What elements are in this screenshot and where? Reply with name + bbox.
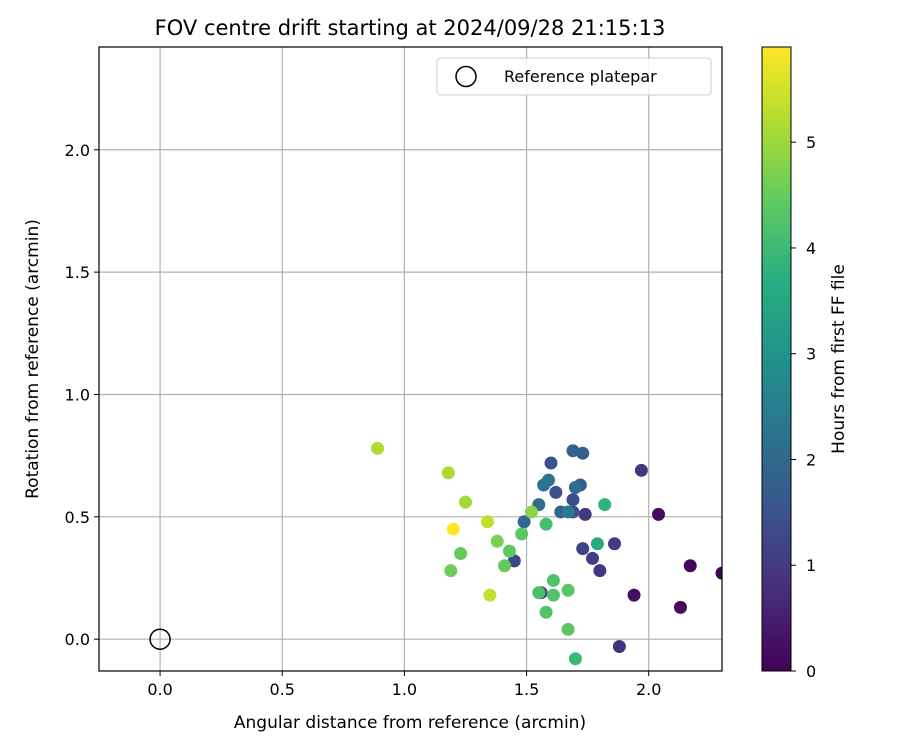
- scatter-point: [498, 559, 512, 573]
- scatter-point: [561, 583, 575, 597]
- y-ticks: 0.0 0.5 1.0 1.5 2.0: [65, 141, 99, 649]
- scatter-point: [480, 515, 494, 529]
- legend-label: Reference platepar: [504, 67, 657, 86]
- scatter-point: [454, 547, 468, 561]
- scatter-points: [371, 441, 722, 666]
- x-tick-label: 0.0: [147, 680, 172, 699]
- colorbar: 0 1 2 3 4 5 Hours from first FF file: [761, 46, 849, 681]
- grid: [99, 47, 722, 671]
- y-tick-label: 1.0: [65, 385, 90, 404]
- scatter-point: [683, 559, 697, 573]
- scatter-point: [608, 537, 622, 551]
- scatter-point: [673, 600, 687, 614]
- scatter-point: [598, 498, 612, 512]
- scatter-point: [446, 522, 460, 536]
- x-tick-label: 1.0: [392, 680, 417, 699]
- scatter-point: [561, 622, 575, 636]
- y-tick-label: 0.0: [65, 630, 90, 649]
- colorbar-tick-label: 1: [806, 556, 816, 575]
- scatter-point: [515, 527, 529, 541]
- scatter-point: [568, 652, 582, 666]
- scatter-point: [542, 473, 556, 487]
- scatter-point: [578, 507, 592, 521]
- x-tick-label: 0.5: [270, 680, 295, 699]
- y-axis-label: Rotation from reference (arcmin): [23, 219, 43, 499]
- scatter-point: [546, 588, 560, 602]
- y-tick-label: 0.5: [65, 508, 90, 527]
- scatter-point: [371, 441, 385, 455]
- scatter-point: [444, 564, 458, 578]
- scatter-point: [546, 573, 560, 587]
- scatter-point: [715, 566, 722, 580]
- scatter-point: [566, 493, 580, 507]
- colorbar-tick-label: 5: [806, 133, 816, 152]
- scatter-point: [490, 534, 504, 548]
- scatter-point: [576, 542, 590, 556]
- colorbar-tick-label: 0: [806, 662, 816, 681]
- colorbar-tick-label: 4: [806, 239, 816, 258]
- scatter-point: [568, 480, 582, 494]
- scatter-point: [524, 505, 538, 519]
- colorbar-label: Hours from first FF file: [829, 264, 849, 454]
- scatter-point: [586, 551, 600, 565]
- scatter-point: [458, 495, 472, 509]
- legend: Reference platepar: [436, 57, 712, 96]
- scatter-point: [539, 517, 553, 531]
- scatter-point: [576, 446, 590, 460]
- reference-platepar-marker: [149, 628, 171, 650]
- scatter-point: [441, 466, 455, 480]
- scatter-point: [634, 463, 648, 477]
- x-ticks: 0.0 0.5 1.0 1.5 2.0: [147, 671, 661, 699]
- scatter-point: [502, 544, 516, 558]
- x-tick-label: 2.0: [636, 680, 661, 699]
- scatter-point: [612, 640, 626, 654]
- scatter-point: [539, 605, 553, 619]
- y-tick-label: 2.0: [65, 141, 90, 160]
- scatter-point: [627, 588, 641, 602]
- chart-title: FOV centre drift starting at 2024/09/28 …: [155, 16, 666, 40]
- scatter-point: [590, 537, 604, 551]
- scatter-point: [561, 505, 575, 519]
- x-axis-label: Angular distance from reference (arcmin): [234, 713, 586, 733]
- x-tick-label: 1.5: [514, 680, 539, 699]
- scatter-point: [593, 564, 607, 578]
- colorbar-tick-label: 2: [806, 450, 816, 469]
- scatter-point: [483, 588, 497, 602]
- scatter-point: [651, 507, 665, 521]
- plot-frame: [98, 46, 723, 672]
- scatter-point: [544, 456, 558, 470]
- scatter-point: [549, 485, 563, 499]
- scatter-point: [532, 586, 546, 600]
- scatter-point: [517, 515, 531, 529]
- scatter-point: [507, 554, 521, 568]
- scatter-point: [566, 444, 580, 458]
- reference-marker-group: [149, 628, 171, 650]
- colorbar-gradient: [761, 46, 792, 672]
- colorbar-ticks: 0 1 2 3 4 5: [791, 133, 816, 681]
- legend-reference-marker: [455, 65, 477, 88]
- colorbar-tick-label: 3: [806, 345, 816, 364]
- y-tick-label: 1.5: [65, 263, 90, 282]
- legend-box: [436, 57, 712, 96]
